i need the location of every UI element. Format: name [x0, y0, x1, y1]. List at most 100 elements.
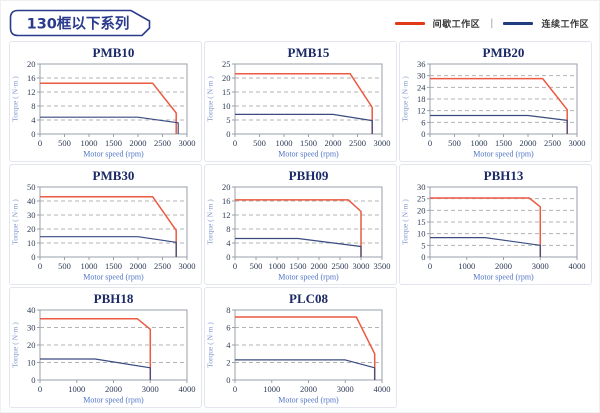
x-axis-label: Motor speed (rpm) — [473, 150, 534, 159]
x-tick-label: 3500 — [374, 261, 391, 271]
chart-canvas: 0 5 10 15 20 25 0 500 1000 1500 2000 2500 3000 PMB15 M… — [206, 45, 391, 159]
x-tick-label: 2000 — [300, 384, 317, 394]
y-tick-label: 30 — [27, 323, 36, 333]
x-tick-label: 1000 — [68, 384, 85, 394]
y-tick-label: 20 — [27, 224, 36, 234]
x-tick-label: 3000 — [179, 261, 196, 271]
x-axis-label: Motor speed (rpm) — [278, 396, 339, 405]
y-tick-label: 20 — [222, 73, 231, 83]
y-tick-label: 18 — [417, 94, 426, 104]
y-tick-label: 12 — [417, 106, 426, 116]
y-tick-label: 8 — [226, 224, 230, 234]
intermittent-line-swatch — [394, 21, 425, 25]
x-tick-label: 1500 — [300, 138, 317, 148]
chart-cell: 0 2 4 6 8 0 1000 2000 3000 4000 PLC08 Motor speed (… — [204, 287, 397, 408]
intermittent-zone-line — [235, 73, 373, 134]
x-tick-label: 2000 — [105, 384, 122, 394]
y-tick-label: 16 — [222, 196, 231, 206]
y-axis-label: Torque ( N·m ) — [401, 76, 410, 122]
y-tick-label: 24 — [417, 82, 426, 92]
x-axis-label: Motor speed (rpm) — [83, 396, 144, 405]
y-tick-label: 4 — [31, 115, 36, 125]
x-tick-label: 4000 — [374, 384, 391, 394]
chart-title: PMB15 — [288, 45, 330, 60]
intermittent-zone-line — [40, 196, 177, 257]
y-tick-label: 10 — [222, 101, 231, 111]
x-tick-label: 500 — [253, 138, 266, 148]
y-tick-label: 10 — [27, 238, 36, 248]
continuous-line-swatch — [503, 21, 534, 25]
x-axis-label: Motor speed (rpm) — [278, 273, 339, 282]
legend: 间歇工作区 | 连续工作区 — [394, 17, 589, 30]
x-tick-label: 0 — [38, 138, 42, 148]
x-tick-label: 1000 — [81, 261, 98, 271]
x-tick-label: 1000 — [471, 138, 488, 148]
y-tick-label: 8 — [226, 305, 230, 315]
y-tick-label: 0 — [31, 375, 35, 385]
x-tick-label: 0 — [38, 384, 42, 394]
x-tick-label: 2500 — [349, 138, 366, 148]
plot-border — [234, 186, 383, 258]
chart-canvas: 0 2 4 6 8 0 1000 2000 3000 4000 PLC08 Motor speed (… — [206, 291, 391, 405]
y-tick-label: 4 — [226, 238, 231, 248]
y-tick-label: 30 — [27, 210, 36, 220]
continuous-zone-line — [235, 359, 376, 380]
chart-cell: 0 10 20 30 40 0 1000 2000 3000 4000 PBH18 Motor spe… — [9, 287, 202, 408]
x-tick-label: 1000 — [276, 138, 293, 148]
x-tick-label: 0 — [428, 261, 432, 271]
continuous-zone-line — [40, 236, 177, 257]
x-tick-label: 1500 — [105, 138, 122, 148]
x-axis-label: Motor speed (rpm) — [473, 273, 534, 282]
continuous-zone-line — [40, 358, 151, 380]
title-box-outline — [9, 9, 151, 37]
y-tick-label: 40 — [27, 196, 36, 206]
x-tick-label: 3000 — [532, 261, 549, 271]
x-tick-label: 2500 — [154, 261, 171, 271]
y-tick-label: 0 — [226, 252, 230, 262]
chart-title: PMB30 — [93, 168, 135, 183]
y-tick-label: 5 — [421, 240, 425, 250]
x-tick-label: 3000 — [179, 138, 196, 148]
y-axis-label: Torque ( N·m ) — [206, 76, 215, 122]
intermittent-zone-line — [235, 199, 362, 257]
x-tick-label: 0 — [233, 261, 237, 271]
x-tick-label: 1000 — [458, 261, 475, 271]
continuous-zone-line — [235, 113, 373, 134]
y-tick-label: 25 — [222, 59, 231, 69]
continuous-zone-line — [430, 236, 541, 257]
y-tick-label: 20 — [222, 182, 231, 192]
y-tick-label: 12 — [27, 87, 36, 97]
intermittent-zone-line — [40, 82, 177, 134]
legend-label-continuous: 连续工作区 — [541, 19, 589, 30]
x-tick-label: 4000 — [179, 384, 196, 394]
y-tick-label: 16 — [27, 73, 36, 83]
y-tick-label: 40 — [27, 305, 36, 315]
page-title: 130框以下系列 — [27, 15, 130, 33]
y-tick-label: 2 — [226, 358, 230, 368]
y-axis-label: Torque ( N·m ) — [11, 322, 20, 368]
y-tick-label: 50 — [27, 182, 36, 192]
continuous-zone-line — [430, 114, 568, 134]
x-tick-label: 500 — [250, 261, 263, 271]
x-axis-label: Motor speed (rpm) — [83, 273, 144, 282]
y-tick-label: 15 — [222, 87, 231, 97]
x-tick-label: 3000 — [142, 384, 159, 394]
y-tick-label: 15 — [417, 217, 426, 227]
chart-cell: 0 10 20 30 40 50 0 500 1000 1500 2000 2500 3000 PMB30… — [9, 164, 202, 285]
intermittent-zone-line — [40, 318, 152, 380]
chart-title: PBH09 — [289, 168, 329, 183]
y-tick-label: 12 — [222, 210, 231, 220]
y-tick-label: 0 — [31, 252, 35, 262]
x-axis-label: Motor speed (rpm) — [83, 150, 144, 159]
y-tick-label: 0 — [421, 129, 425, 139]
y-tick-label: 10 — [27, 358, 36, 368]
intermittent-zone-line — [235, 316, 376, 380]
x-tick-label: 3000 — [569, 138, 586, 148]
x-tick-label: 1000 — [81, 138, 98, 148]
chart-cell: 0 4 8 12 16 20 0 500 1000 1500 2000 2500 3000 3500 PBH… — [204, 164, 397, 285]
chart-cell: 0 5 10 15 20 25 30 0 1000 2000 3000 4000 PBH13 Motor … — [399, 164, 592, 285]
continuous-zone-line — [40, 116, 179, 134]
